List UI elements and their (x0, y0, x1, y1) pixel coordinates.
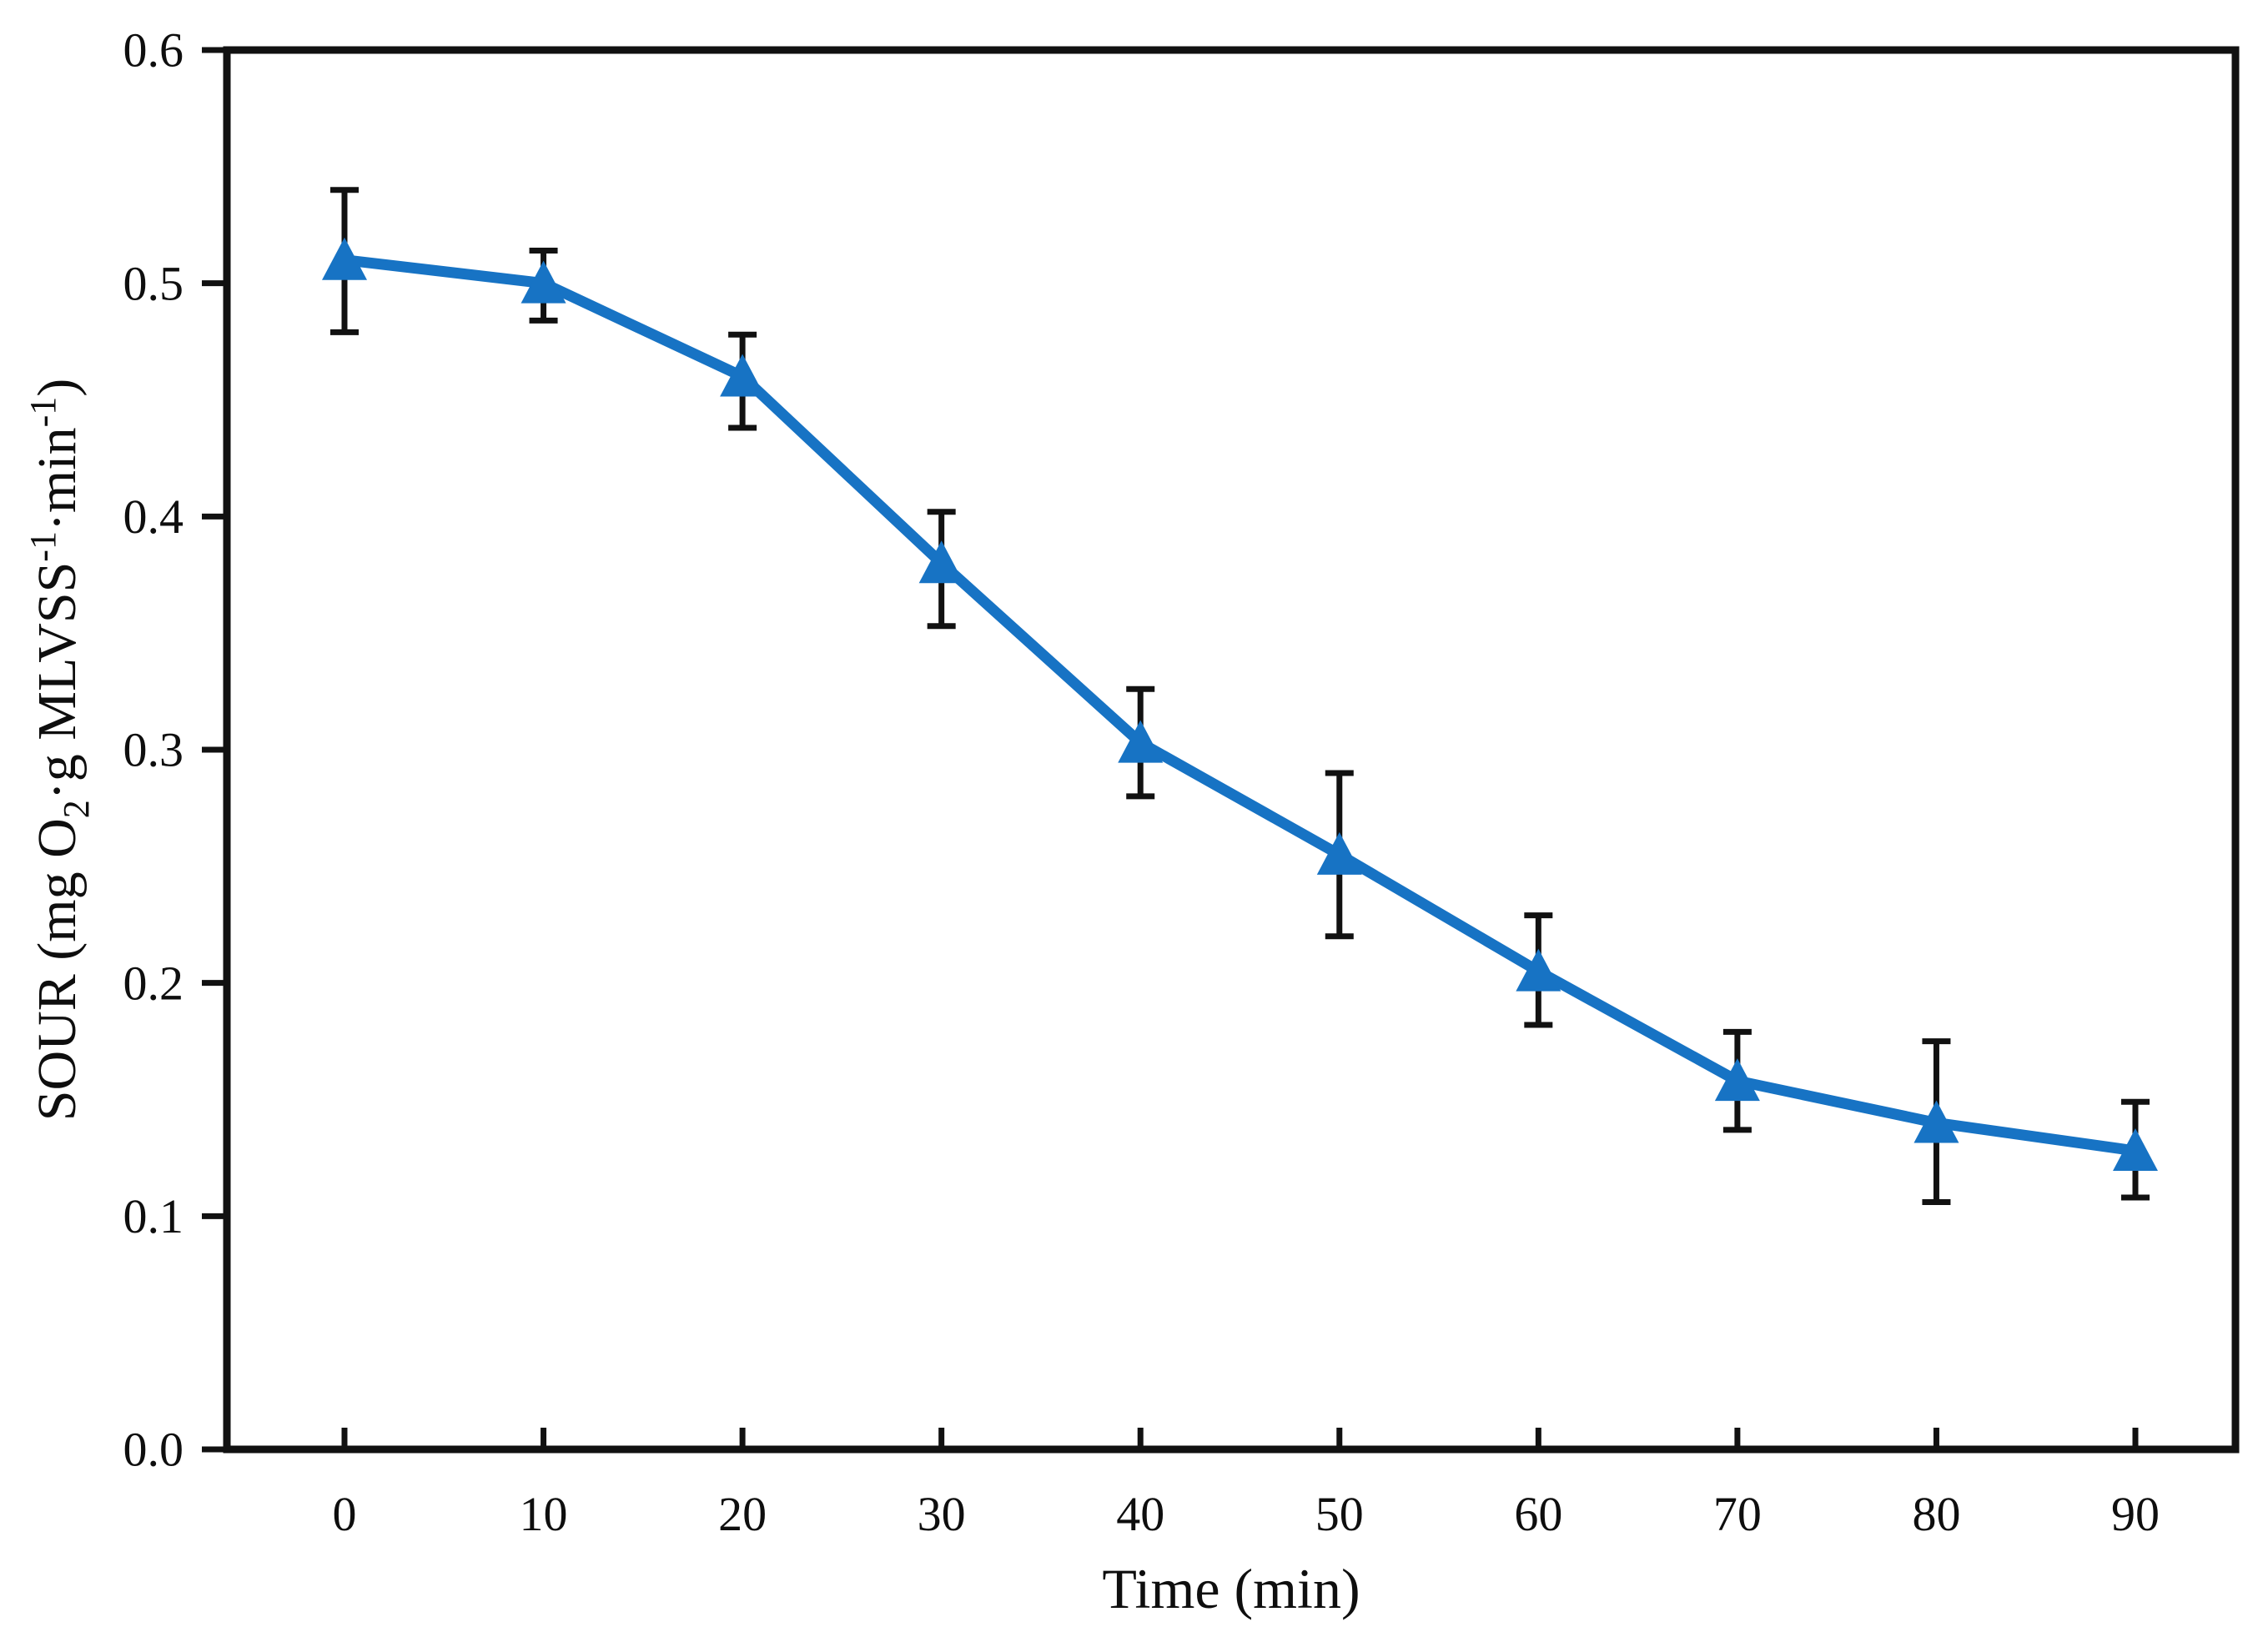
data-point-marker (2113, 1128, 2158, 1172)
y-tick-label: 0.5 (123, 256, 184, 310)
data-point-marker (1516, 948, 1561, 992)
y-tick-label: 0.4 (123, 490, 184, 544)
y-tick-label: 0.6 (123, 23, 184, 78)
x-tick-label: 70 (1713, 1487, 1762, 1541)
y-tick-label: 0.1 (123, 1189, 184, 1243)
x-tick-label: 60 (1514, 1487, 1562, 1541)
x-axis-title: Time (min) (1102, 1557, 1360, 1620)
y-tick-label: 0.0 (123, 1423, 184, 1477)
y-axis-title: SOUR (mg O2·g MLVSS-1·min-1) (23, 379, 97, 1122)
series-line (339, 254, 2141, 1157)
x-tick-label: 90 (2111, 1487, 2160, 1541)
data-point-marker (322, 237, 367, 280)
x-tick-label: 0 (333, 1487, 357, 1541)
x-tick-label: 30 (918, 1487, 966, 1541)
plot-frame (223, 46, 2240, 1454)
x-tick-label: 10 (520, 1487, 568, 1541)
x-tick-label: 50 (1315, 1487, 1364, 1541)
data-point-marker (1316, 831, 1362, 875)
x-tick-label: 20 (718, 1487, 767, 1541)
x-tick-label: 80 (1912, 1487, 1960, 1541)
data-point-marker (1714, 1058, 1760, 1102)
y-tick-label: 0.2 (123, 956, 184, 1010)
y-tick-label: 0.3 (123, 723, 184, 777)
x-tick-label: 40 (1116, 1487, 1164, 1541)
chart-root: 0.0 0.1 0.2 0.3 0.4 0.5 0.6 0 10 20 30 40 50 60 70 80 90… (23, 23, 2240, 1541)
data-point-marker (918, 540, 964, 584)
data-point-marker (1913, 1100, 1959, 1143)
data-point-marker (720, 354, 766, 397)
data-point-marker (520, 260, 566, 304)
data-point-marker (1118, 720, 1164, 763)
